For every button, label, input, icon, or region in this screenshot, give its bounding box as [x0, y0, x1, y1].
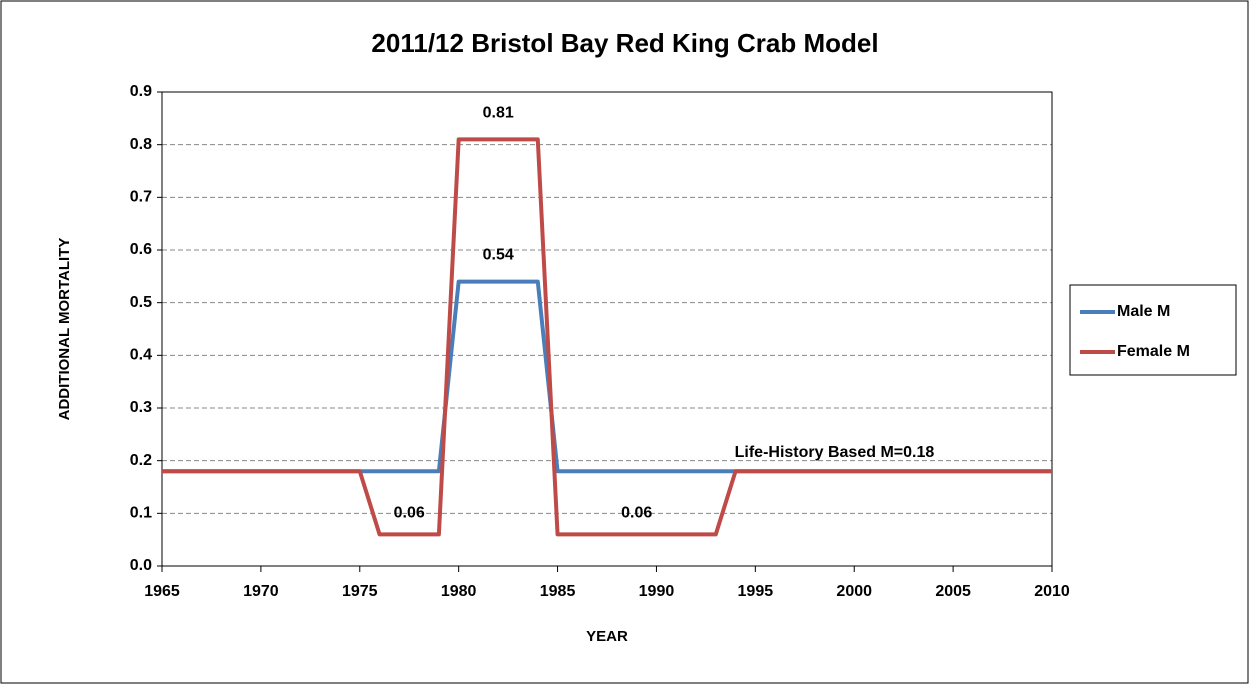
y-tick-label: 0.9 [130, 83, 152, 100]
y-tick-label: 0.2 [130, 452, 152, 469]
x-tick-label: 1995 [738, 583, 774, 600]
chart-title: 2011/12 Bristol Bay Red King Crab Model [371, 28, 878, 58]
annotation: 0.06 [394, 505, 425, 522]
plot-area [161, 91, 1053, 567]
annotation: 0.81 [483, 104, 514, 121]
annotation: 0.06 [621, 505, 652, 522]
y-tick-label: 0.0 [130, 557, 152, 574]
y-tick-label: 0.8 [130, 136, 152, 153]
x-tick-label: 1970 [243, 583, 279, 600]
x-tick-label: 1965 [144, 583, 180, 600]
y-tick-label: 0.3 [130, 399, 152, 416]
annotation: Life-History Based M=0.18 [735, 444, 935, 461]
x-tick-label: 2000 [836, 583, 872, 600]
y-tick-label: 0.4 [130, 347, 152, 364]
y-axis-label: ADDITIONAL MORTALITY [56, 238, 73, 421]
y-tick-label: 0.7 [130, 189, 152, 206]
x-tick-label: 1980 [441, 583, 477, 600]
y-tick-label: 0.6 [130, 241, 152, 258]
annotation: 0.54 [483, 246, 514, 263]
x-axis-label: YEAR [586, 628, 628, 645]
legend-label: Female M [1117, 343, 1190, 360]
x-tick-label: 1990 [639, 583, 675, 600]
series-line [162, 137, 1052, 537]
x-tick-label: 2010 [1034, 583, 1070, 600]
series-line [162, 279, 1052, 474]
y-tick-label: 0.5 [130, 294, 152, 311]
x-tick-label: 1975 [342, 583, 378, 600]
y-tick-label: 0.1 [130, 505, 152, 522]
legend-label: Male M [1117, 303, 1170, 320]
x-tick-label: 1985 [540, 583, 576, 600]
legend-box [1069, 284, 1237, 376]
x-tick-label: 2005 [935, 583, 971, 600]
